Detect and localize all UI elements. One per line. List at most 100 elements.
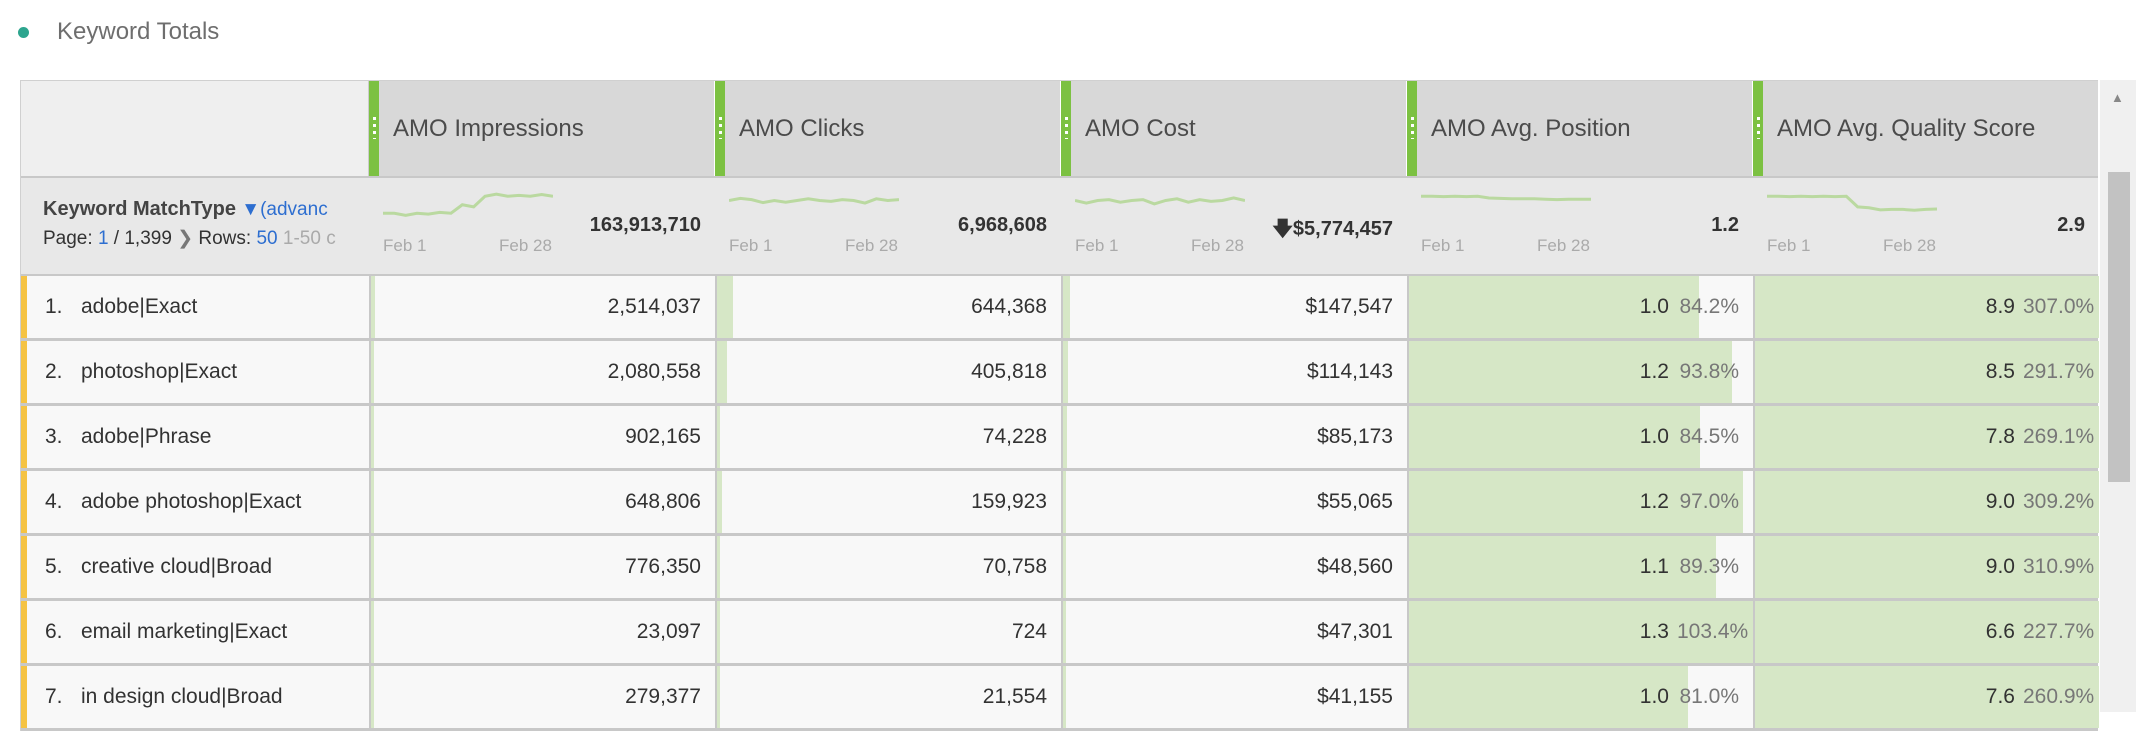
summary-cell: Feb 1 Feb 28 1.2 — [1407, 178, 1753, 274]
status-dot-icon — [18, 26, 29, 38]
cell-percent: 84.5% — [1679, 425, 1739, 448]
column-total: $5,774,457 — [1292, 218, 1393, 240]
value-bar — [371, 406, 374, 468]
value-bar — [717, 601, 720, 663]
dimension-label[interactable]: Keyword MatchType — [43, 198, 236, 220]
spark-end-label: Feb 28 — [1883, 236, 1936, 255]
row-label-cell[interactable]: 7. in design cloud|Broad — [21, 666, 369, 728]
cell-percent: 227.7% — [2023, 620, 2095, 643]
column-total: 2.9 — [2057, 214, 2085, 236]
cell-value: 21,554 — [982, 685, 1047, 708]
drag-handle-icon[interactable] — [1061, 81, 1071, 176]
cell-percent: 291.7% — [2023, 360, 2095, 383]
row-label-cell[interactable]: 3. adobe|Phrase — [21, 406, 369, 468]
column-header[interactable]: AMO Clicks — [715, 81, 1061, 176]
value-bar — [717, 666, 720, 728]
scroll-up-icon[interactable]: ▲ — [2111, 90, 2124, 105]
column-header[interactable]: AMO Cost — [1061, 81, 1407, 176]
sparkline — [1767, 194, 1937, 212]
spark-start-label: Feb 1 — [729, 236, 773, 255]
row-label-cell[interactable]: 6. email marketing|Exact — [21, 601, 369, 663]
cell-quality: 8.9 307.0% — [1753, 276, 2099, 338]
cell-value: 70,758 — [982, 555, 1047, 578]
value-bar — [371, 471, 374, 533]
table-row[interactable]: 5. creative cloud|Broad 776,350 70,758 $48,5… — [21, 536, 2099, 601]
cell-percent: 89.3% — [1679, 555, 1739, 578]
row-number: 2. — [45, 360, 63, 383]
cell-value: 1.0 — [1639, 295, 1669, 318]
page-number[interactable]: 1 — [97, 228, 109, 249]
row-label-cell[interactable]: 4. adobe photoshop|Exact — [21, 471, 369, 533]
row-number: 1. — [45, 295, 63, 318]
spark-end-label: Feb 28 — [1537, 236, 1590, 255]
cell-value: 23,097 — [636, 620, 701, 643]
cell-value: 2,514,037 — [607, 295, 701, 318]
column-header[interactable]: AMO Avg. Position — [1407, 81, 1753, 176]
cell-cost: $55,065 — [1061, 471, 1407, 533]
column-header[interactable]: AMO Impressions — [369, 81, 715, 176]
drag-handle-icon[interactable] — [715, 81, 725, 176]
title-text: Keyword Totals — [57, 18, 220, 45]
row-name: in design cloud|Broad — [81, 685, 283, 708]
row-name: adobe|Phrase — [81, 425, 212, 448]
cell-position: 1.0 84.5% — [1407, 406, 1753, 468]
summary-cell: Feb 1 Feb 28 163,913,710 — [369, 178, 715, 274]
row-range: 1-50 c — [282, 228, 336, 249]
summary-row: Keyword MatchType ▼(advanc Page: 1 / 1,3… — [21, 178, 2098, 276]
row-name: creative cloud|Broad — [81, 555, 273, 578]
column-header[interactable]: AMO Avg. Quality Score — [1753, 81, 2099, 176]
spark-start-label: Feb 1 — [1075, 236, 1119, 255]
header-corner — [21, 81, 369, 176]
row-number: 5. — [45, 555, 63, 578]
value-bar — [1063, 406, 1068, 468]
cell-percent: 260.9% — [2023, 685, 2095, 708]
scrollbar-thumb[interactable] — [2108, 172, 2130, 482]
cell-impressions: 902,165 — [369, 406, 715, 468]
cell-cost: $147,547 — [1061, 276, 1407, 338]
value-bar — [371, 536, 374, 598]
drag-handle-icon[interactable] — [1753, 81, 1763, 176]
table-row[interactable]: 3. adobe|Phrase 902,165 74,228 $85,173 1.0 84.… — [21, 406, 2099, 471]
value-bar — [717, 276, 733, 338]
cell-impressions: 776,350 — [369, 536, 715, 598]
row-label-cell[interactable]: 1. adobe|Exact — [21, 276, 369, 338]
column-label: AMO Clicks — [739, 114, 865, 142]
table-row[interactable]: 2. photoshop|Exact 2,080,558 405,818 $114,14… — [21, 341, 2099, 406]
drag-handle-icon[interactable] — [1407, 81, 1417, 176]
table-row[interactable]: 1. adobe|Exact 2,514,037 644,368 $147,547 1.0… — [21, 276, 2099, 341]
value-bar — [1063, 341, 1069, 403]
table-row[interactable]: 7. in design cloud|Broad 279,377 21,554 $41,… — [21, 666, 2099, 731]
row-number: 4. — [45, 490, 63, 513]
cell-percent: 103.4% — [1677, 620, 1749, 643]
cell-value: 1.2 — [1639, 360, 1669, 383]
summary-cell: Feb 1 Feb 28 6,968,608 — [715, 178, 1061, 274]
row-label-cell[interactable]: 5. creative cloud|Broad — [21, 536, 369, 598]
cell-value: 1.0 — [1639, 425, 1669, 448]
row-label-cell[interactable]: 2. photoshop|Exact — [21, 341, 369, 403]
table-row[interactable]: 6. email marketing|Exact 23,097 724 $47,301 1… — [21, 601, 2099, 666]
value-bar — [1063, 471, 1067, 533]
cell-value: $48,560 — [1317, 555, 1393, 578]
filter-link[interactable]: (advanc — [260, 199, 328, 220]
drag-handle-icon[interactable] — [369, 81, 379, 176]
filter-icon[interactable]: ▼ — [241, 199, 261, 220]
column-label: AMO Avg. Position — [1431, 114, 1631, 142]
cell-value: 1.0 — [1639, 685, 1669, 708]
cell-value: 279,377 — [625, 685, 701, 708]
rows-select[interactable]: 50 — [256, 228, 278, 249]
row-name: adobe|Exact — [81, 295, 198, 318]
vertical-scrollbar[interactable]: ▲ — [2100, 80, 2136, 712]
cell-value: $47,301 — [1317, 620, 1393, 643]
column-label: AMO Avg. Quality Score — [1777, 114, 2036, 142]
cell-clicks: 724 — [715, 601, 1061, 663]
value-bar — [1409, 341, 1732, 403]
value-bar — [1409, 536, 1717, 598]
next-page-icon[interactable]: ❯ — [177, 228, 194, 249]
value-bar — [371, 341, 375, 403]
column-total: 6,968,608 — [958, 214, 1047, 236]
table-row[interactable]: 4. adobe photoshop|Exact 648,806 159,923 $55… — [21, 471, 2099, 536]
cell-position: 1.2 97.0% — [1407, 471, 1753, 533]
sort-desc-icon[interactable]: 🡇 — [1272, 218, 1293, 240]
cell-value: 7.6 — [1985, 685, 2015, 708]
value-bar — [1755, 276, 2099, 338]
